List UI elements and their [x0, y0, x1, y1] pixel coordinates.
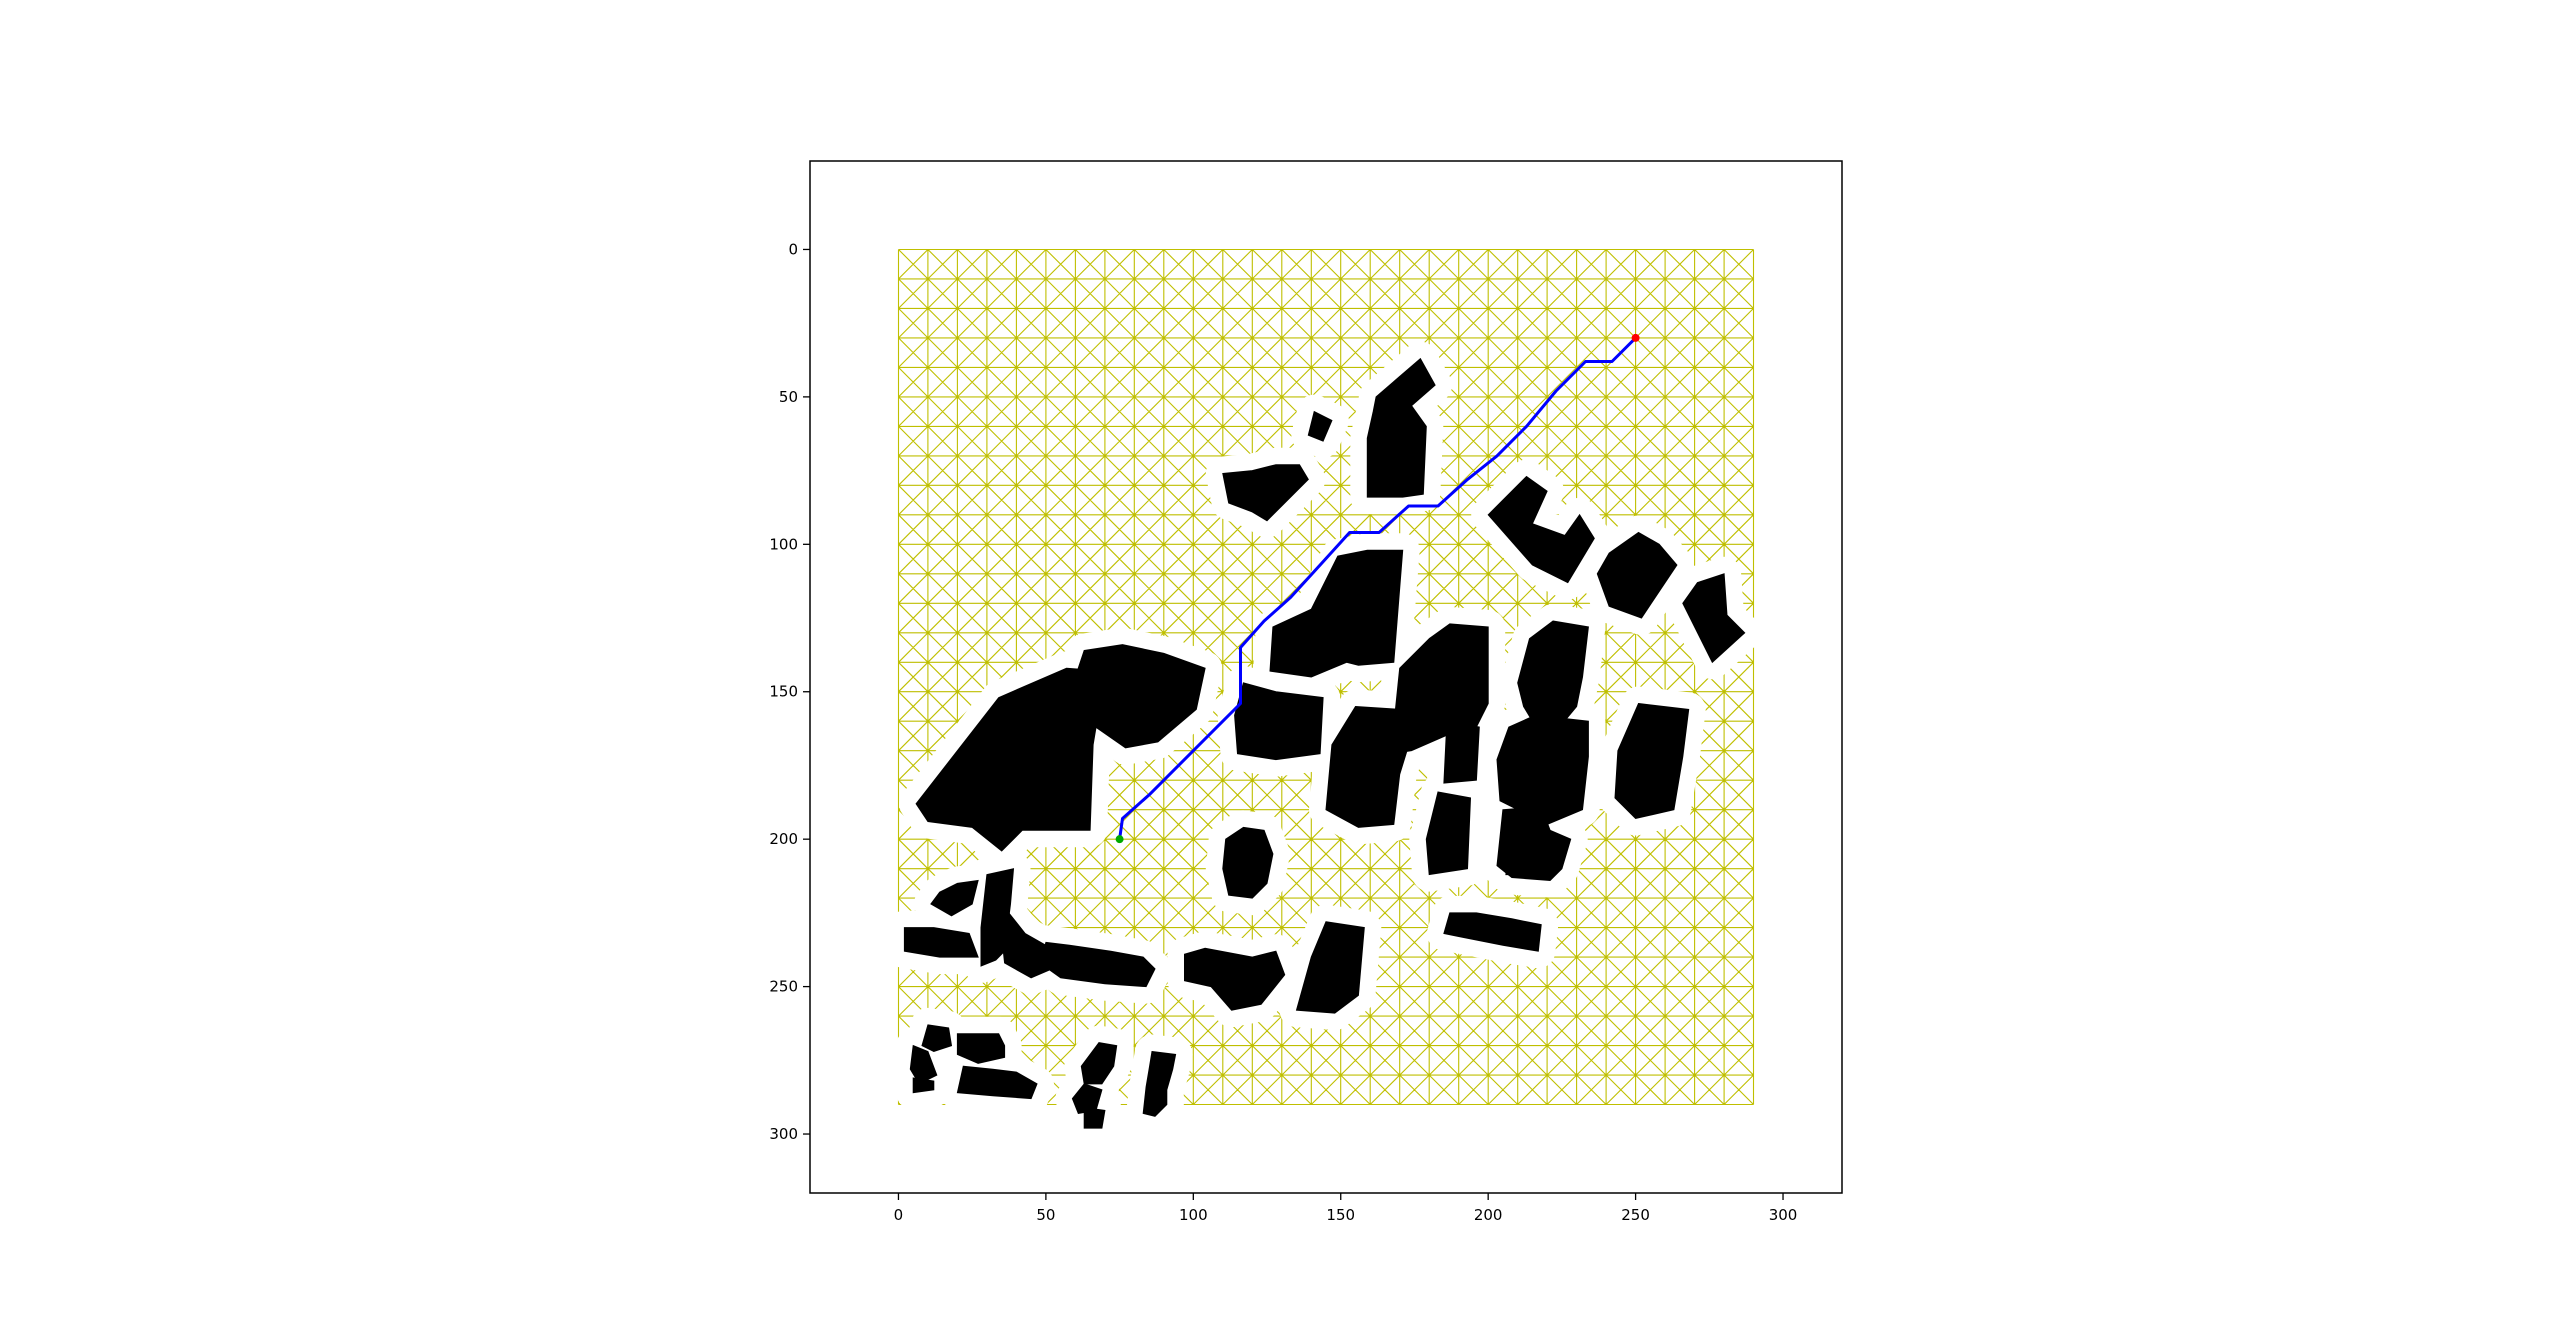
- building-l: [1234, 682, 1324, 761]
- building-q: [1425, 791, 1472, 876]
- building-ah: [1080, 1042, 1118, 1085]
- y-tick-label-50: 50: [779, 388, 798, 406]
- building-p: [1614, 702, 1690, 820]
- building-b: [1307, 410, 1333, 442]
- building-z: [903, 927, 979, 958]
- x-tick-label-100: 100: [1179, 1206, 1208, 1224]
- building-g: [1269, 549, 1404, 678]
- building-s: [1505, 838, 1542, 876]
- y-tick-label-200: 200: [769, 830, 798, 848]
- y-tick-label-0: 0: [788, 240, 798, 258]
- building-u: [1222, 826, 1274, 899]
- building-f: [1682, 573, 1746, 664]
- planned-path: [1118, 336, 1637, 840]
- building-c: [1222, 464, 1309, 522]
- y-tick-label-100: 100: [769, 535, 798, 553]
- y-tick-label-300: 300: [769, 1125, 798, 1143]
- building-d: [1487, 475, 1595, 584]
- x-tick-label-300: 300: [1769, 1206, 1798, 1224]
- planned-path-layer: [1115, 333, 1640, 844]
- building-t: [1443, 912, 1542, 952]
- axes-frame: [809, 160, 1843, 1194]
- x-tick-label-50: 50: [1036, 1206, 1055, 1224]
- building-obstacles: [887, 341, 1762, 1146]
- x-tick-label-0: 0: [894, 1206, 904, 1224]
- building-ab: [1039, 941, 1156, 988]
- x-tick-label-150: 150: [1326, 1206, 1355, 1224]
- building-aj: [1083, 1106, 1106, 1129]
- building-af: [956, 1065, 1038, 1100]
- building-e: [1596, 531, 1678, 619]
- y-axis: 0 50 100 150 200 250 300: [769, 240, 810, 1143]
- building-k: [1071, 644, 1206, 749]
- building-n: [1443, 720, 1480, 784]
- building-ae: [909, 1044, 938, 1085]
- x-tick-label-200: 200: [1474, 1206, 1503, 1224]
- goal-point: [1631, 333, 1640, 342]
- x-tick-label-250: 250: [1621, 1206, 1650, 1224]
- y-tick-label-250: 250: [769, 978, 798, 996]
- y-tick-label-150: 150: [769, 683, 798, 701]
- building-m: [1325, 705, 1413, 828]
- x-axis: 0 50 100 150 200 250 300: [894, 1193, 1798, 1224]
- building-v: [1295, 921, 1365, 1014]
- building-x: [930, 879, 979, 917]
- building-ac: [921, 1024, 953, 1053]
- plot-area: [887, 248, 1762, 1146]
- start-point: [1115, 835, 1124, 844]
- building-ad: [956, 1033, 1006, 1064]
- building-w: [1184, 947, 1286, 1011]
- building-aa: [1001, 902, 1053, 979]
- building-ag: [912, 1077, 935, 1094]
- building-ak: [1142, 1050, 1177, 1117]
- building-a: [1366, 357, 1436, 498]
